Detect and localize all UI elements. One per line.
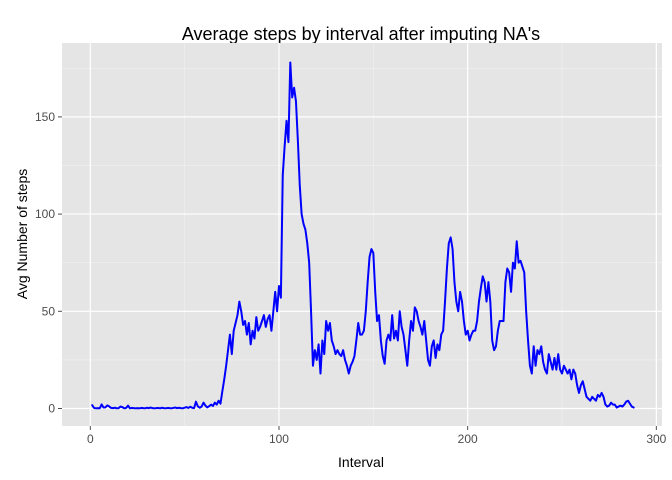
y-tick-label: 0	[48, 402, 55, 416]
series-line	[91, 61, 635, 410]
y-axis-ticks: 0 50 100 150	[35, 110, 62, 416]
y-axis-label: Avg Number of steps	[14, 169, 30, 299]
y-tick-label: 100	[35, 207, 55, 221]
grid-minor-lines	[62, 43, 662, 426]
x-tick-label: 100	[269, 432, 289, 446]
chart-title: Average steps by interval after imputing…	[182, 24, 540, 44]
x-tick-label: 300	[646, 432, 666, 446]
x-tick-label: 0	[87, 432, 94, 446]
x-tick-label: 200	[458, 432, 478, 446]
plot-panel	[62, 43, 662, 426]
y-tick-label: 50	[42, 304, 56, 318]
y-tick-label: 150	[35, 110, 55, 124]
x-axis-ticks: 0 100 200 300	[87, 426, 667, 446]
x-axis-label: Interval	[338, 454, 384, 470]
